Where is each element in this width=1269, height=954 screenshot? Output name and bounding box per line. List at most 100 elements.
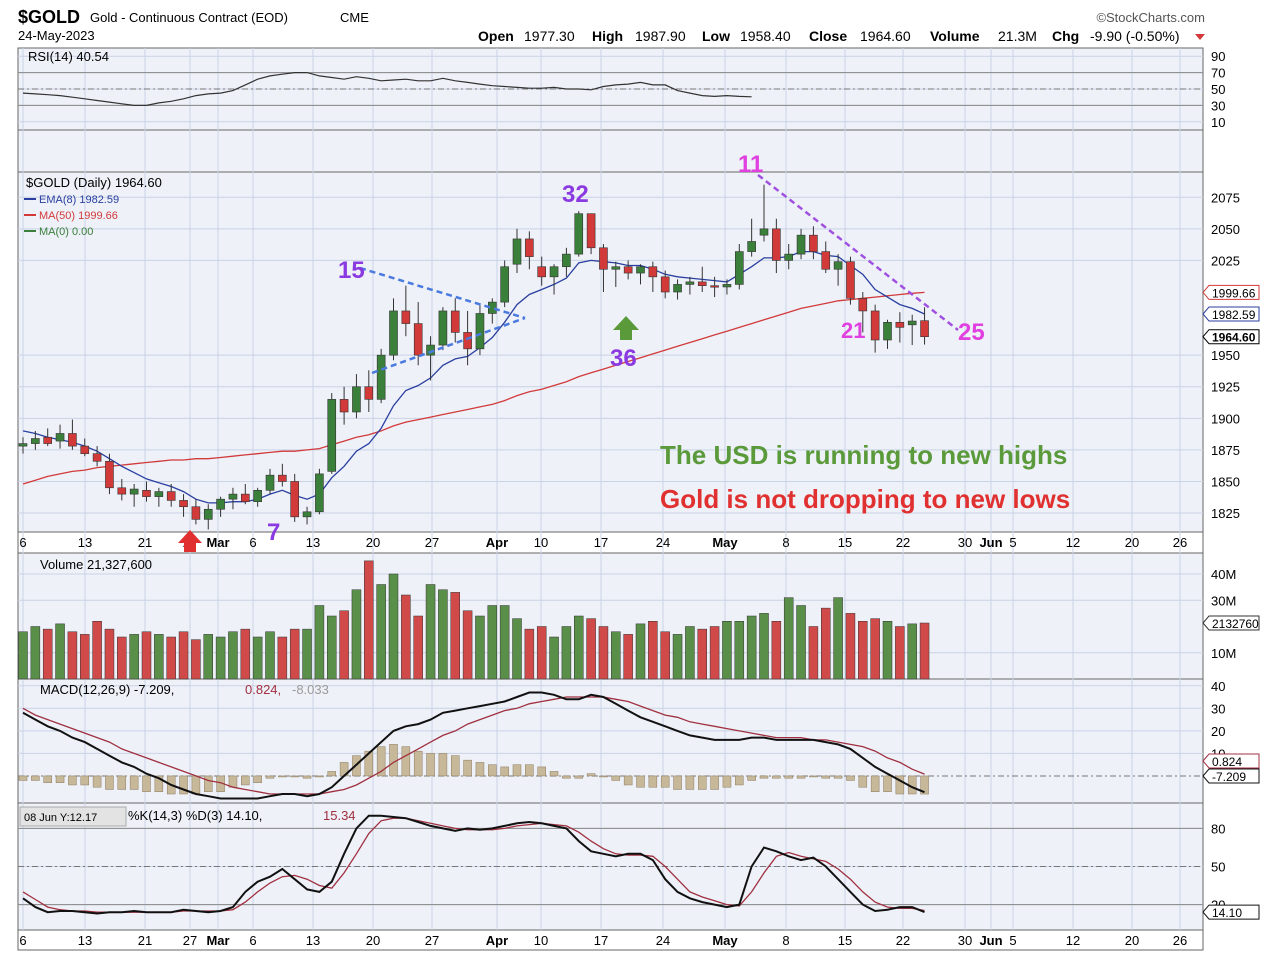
macd-hist-bar xyxy=(821,775,830,779)
y-tick-label: 10 xyxy=(1211,115,1225,130)
candle-body xyxy=(203,508,213,520)
macd-hist-bar xyxy=(636,775,645,788)
macd-hist-bar xyxy=(241,775,250,786)
volume-bar xyxy=(277,636,288,680)
macd-hist-bar xyxy=(191,775,201,795)
y-tick-label: 50 xyxy=(1211,82,1225,97)
macd-hist-bar xyxy=(364,750,374,777)
triangle-lower-line xyxy=(371,316,526,375)
macd-hist-bar xyxy=(870,775,880,792)
macd-panel: 10203040MACD(12,26,9) -7.209,0.824,-8.03… xyxy=(18,679,1260,800)
x-tick-label: 6 xyxy=(249,535,256,550)
volume-bar xyxy=(771,621,782,680)
candle-body xyxy=(339,399,349,413)
vertical-grid xyxy=(22,48,1181,930)
candle-body xyxy=(438,310,448,346)
label-7: 7 xyxy=(267,519,280,546)
volume-bar xyxy=(512,618,522,680)
x-tick-label: Mar xyxy=(206,535,229,550)
price-legend: $GOLD (Daily) 1964.60 xyxy=(26,175,162,190)
macd-hist-bar xyxy=(451,755,460,777)
candle-body xyxy=(697,281,707,286)
volume-bar xyxy=(314,605,325,680)
y-tick-label: 1875 xyxy=(1211,443,1240,458)
price-value-label-last: 1964.60 xyxy=(1212,331,1256,345)
volume-bar xyxy=(734,621,745,680)
cursor-readout: 08 Jun Y:12.17 xyxy=(24,812,97,824)
candle-body xyxy=(117,487,127,495)
triangle-upper-line xyxy=(359,266,526,320)
symbol: $GOLD xyxy=(18,7,80,27)
downtrend-line xyxy=(757,174,959,331)
volume-bar xyxy=(80,634,90,680)
macd-hist-bar xyxy=(475,762,485,777)
candle-body xyxy=(796,234,806,255)
x-tick-label: 15 xyxy=(838,933,852,948)
chart-date: 24-May-2023 xyxy=(18,28,95,43)
x-tick-label: 26 xyxy=(1173,933,1187,948)
x-tick-label: 17 xyxy=(594,535,608,550)
candle-body xyxy=(352,386,361,413)
candle-body xyxy=(389,310,398,356)
macd-hist-bar xyxy=(895,775,905,795)
volume-bar xyxy=(364,560,374,680)
candle-body xyxy=(290,481,300,518)
description: Gold - Continuous Contract (EOD) xyxy=(90,10,288,25)
cursor-readout-box xyxy=(19,806,127,827)
volume-bar xyxy=(722,621,732,680)
volume-value-label-box xyxy=(1202,615,1260,631)
x-tick-label: May xyxy=(712,933,738,948)
price-value-label-ema: 1982.59 xyxy=(1212,308,1256,322)
x-tick-label: 12 xyxy=(1066,535,1080,550)
open-value: 1977.30 xyxy=(524,28,575,44)
candle-body xyxy=(784,253,794,261)
volume-bar xyxy=(796,605,806,680)
candle-body xyxy=(562,253,571,268)
candle-body xyxy=(747,241,756,252)
candle-body xyxy=(216,498,225,510)
candle-body xyxy=(537,266,547,278)
volume-bar xyxy=(18,631,28,680)
candle-body xyxy=(586,213,596,249)
volume-bar xyxy=(475,615,485,680)
x-tick-label: 21 xyxy=(138,933,152,948)
macd-hist-bar xyxy=(413,750,423,777)
label-21: 21 xyxy=(841,318,865,343)
macd-hist-bar xyxy=(920,775,929,795)
y-tick-label: 90 xyxy=(1211,49,1225,64)
price-panel: 1825 1850 1875 1900 1925 1950 2025 2050 2075 $GOL… xyxy=(18,175,1260,530)
volume-bar xyxy=(870,618,880,680)
stochastic-legend-d: 15.34 xyxy=(323,808,356,823)
volume-bar xyxy=(438,589,448,680)
candle-body xyxy=(821,251,831,270)
y-tick-label: 80 xyxy=(1211,821,1225,836)
volume-bar xyxy=(376,584,386,680)
label-32: 32 xyxy=(562,181,589,208)
x-tick-label: 5 xyxy=(1009,933,1016,948)
x-tick-label: 10 xyxy=(534,933,548,948)
volume-bar xyxy=(265,631,275,680)
x-tick-label: 24 xyxy=(656,535,670,550)
candle-body xyxy=(772,228,781,261)
y-tick-label: 30 xyxy=(1211,701,1225,716)
x-tick-label: Mar xyxy=(206,933,229,948)
macd-line xyxy=(22,691,925,800)
candle-body xyxy=(166,491,176,501)
volume-bar xyxy=(746,615,757,680)
candle-body xyxy=(364,386,374,400)
stoch-value-label: 14.10 xyxy=(1212,906,1242,920)
macd-hist-bar xyxy=(92,775,102,788)
macd-hist-bar xyxy=(735,775,744,786)
volume-bar xyxy=(166,636,176,680)
x-tick-label: 10 xyxy=(534,535,548,550)
volume-bar xyxy=(425,584,436,680)
candle-body xyxy=(685,281,695,285)
candle-body xyxy=(31,438,40,444)
y-tick-label: 2050 xyxy=(1211,222,1240,237)
candle-body xyxy=(870,310,880,341)
volume-bar xyxy=(55,623,65,680)
candle-body xyxy=(463,332,472,350)
rsi-line xyxy=(22,72,752,106)
volume-bar xyxy=(561,626,572,680)
volume-bar xyxy=(289,628,300,680)
